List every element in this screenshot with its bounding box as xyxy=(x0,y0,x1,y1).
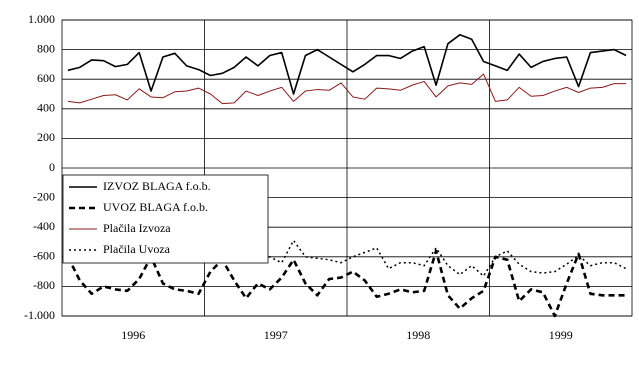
legend-box xyxy=(62,174,269,264)
x-tick-label: 1999 xyxy=(549,328,573,342)
y-tick-label: 200 xyxy=(37,130,55,144)
y-tick-label: 400 xyxy=(37,101,55,115)
x-tick-label: 1997 xyxy=(264,328,288,342)
y-tick-label: -200 xyxy=(33,189,55,203)
legend-label: UVOZ BLAGA f.o.b. xyxy=(103,200,208,214)
y-tick-label: -1.000 xyxy=(24,308,55,322)
y-tick-label: -400 xyxy=(33,219,55,233)
y-tick-label: 600 xyxy=(37,71,55,85)
y-tick-label: 0 xyxy=(49,160,55,174)
series-line xyxy=(67,34,627,95)
x-tick-label: 1998 xyxy=(406,328,430,342)
y-tick-label: 800 xyxy=(37,41,55,55)
y-tick-label: 1.000 xyxy=(28,12,55,26)
series-line xyxy=(67,73,627,105)
series-line xyxy=(66,249,627,318)
y-tick-label: -600 xyxy=(33,249,55,263)
legend-label: IZVOZ BLAGA f.o.b. xyxy=(103,179,211,193)
x-tick-label: 1996 xyxy=(121,328,145,342)
legend-label: Plačila Izvoza xyxy=(103,221,171,235)
legend-label: Plačila Uvoza xyxy=(103,242,171,256)
y-tick-label: -800 xyxy=(33,278,55,292)
